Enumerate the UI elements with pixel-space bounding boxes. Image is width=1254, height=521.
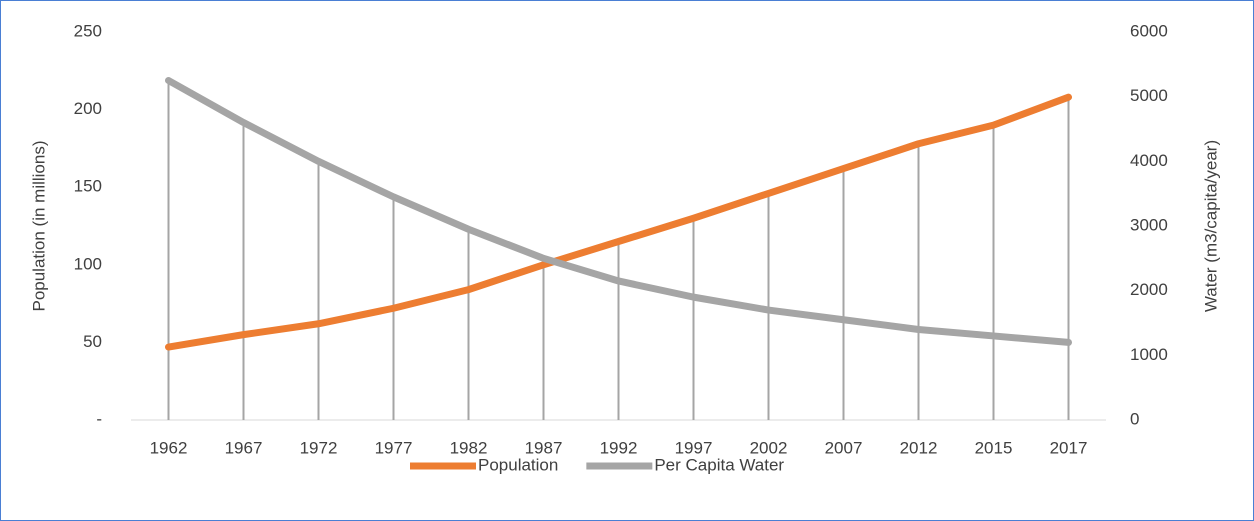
series-line [165,93,1072,351]
y-tick-label: 250 [74,21,102,40]
y-tick-label: 200 [74,99,102,118]
x-tick-label: 1967 [225,438,263,457]
x-tick-label: 1972 [300,438,338,457]
y2-tick-label: 1000 [1130,345,1168,364]
y2-tick-label: 4000 [1130,151,1168,170]
x-tick-label: 2002 [750,438,788,457]
x-tick-label: 2017 [1050,438,1088,457]
series-line [165,77,1072,346]
y2-axis-label: Water (m3/capita/year) [1201,140,1220,312]
x-tick-label: 1987 [525,438,563,457]
y-tick-label: 150 [74,177,102,196]
x-tick-label: 1977 [375,438,413,457]
y2-tick-label: 5000 [1130,86,1168,105]
y2-tick-label: 2000 [1130,280,1168,299]
x-tick-label: 1982 [450,438,488,457]
y-tick-label: - [96,409,102,428]
y-tick-label: 50 [83,332,102,351]
y-tick-label: 100 [74,254,102,273]
x-tick-label: 2015 [975,438,1013,457]
x-tick-label: 1962 [150,438,188,457]
x-tick-label: 2007 [825,438,863,457]
x-tick-label: 1997 [675,438,713,457]
y-axis-label: Population (in millions) [29,140,48,311]
y2-tick-label: 3000 [1130,215,1168,234]
x-tick-label: 2012 [900,438,938,457]
y2-tick-label: 0 [1130,409,1139,428]
y2-tick-label: 6000 [1130,21,1168,40]
legend-label: Per Capita Water [654,455,784,474]
legend-label: Population [478,455,558,474]
x-tick-label: 1992 [600,438,638,457]
